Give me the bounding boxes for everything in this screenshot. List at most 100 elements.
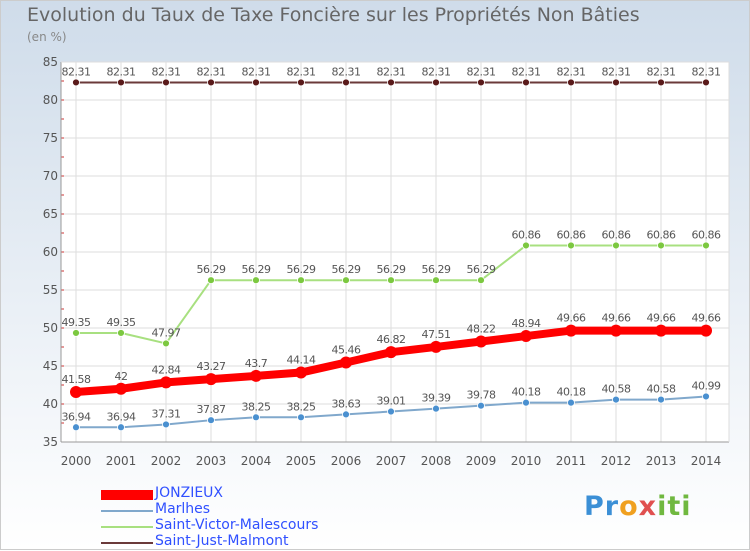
x-tick-label-2008: 2008 — [421, 454, 452, 468]
data-point-marlhes-2014 — [702, 392, 710, 401]
data-point-saint-just-malmont-2004 — [252, 78, 260, 87]
data-label-saint-victor-malescours-2001: 49.35 — [107, 316, 136, 329]
data-point-marlhes-2000 — [72, 423, 80, 432]
legend-swatch-jonzieux — [101, 490, 153, 500]
data-point-saint-victor-malescours-2014 — [702, 241, 710, 250]
data-label-marlhes-2000: 36.94 — [62, 410, 91, 423]
data-label-saint-just-malmont-2009: 82.31 — [467, 65, 496, 78]
data-label-marlhes-2005: 38.25 — [287, 400, 316, 413]
data-label-marlhes-2008: 39.39 — [422, 392, 451, 405]
data-label-saint-victor-malescours-2005: 56.29 — [287, 263, 316, 276]
data-label-saint-just-malmont-2001: 82.31 — [107, 65, 136, 78]
data-label-marlhes-2011: 40.18 — [557, 386, 586, 399]
data-point-saint-victor-malescours-2006 — [342, 276, 350, 285]
data-label-marlhes-2012: 40.58 — [602, 383, 631, 396]
data-point-jonzieux-2007 — [385, 346, 397, 359]
y-tick-label-40: 40 — [43, 397, 58, 411]
data-label-saint-victor-malescours-2012: 60.86 — [602, 228, 631, 241]
data-point-saint-victor-malescours-2004 — [252, 276, 260, 285]
data-point-marlhes-2002 — [162, 420, 170, 429]
data-point-saint-just-malmont-2010 — [522, 78, 530, 87]
data-label-saint-just-malmont-2003: 82.31 — [197, 65, 226, 78]
data-label-saint-victor-malescours-2011: 60.86 — [557, 228, 586, 241]
data-point-jonzieux-2012 — [610, 324, 622, 337]
x-tick-label-2005: 2005 — [286, 454, 317, 468]
data-label-saint-just-malmont-2005: 82.31 — [287, 65, 316, 78]
data-point-saint-just-malmont-2001 — [117, 78, 125, 87]
data-label-saint-just-malmont-2011: 82.31 — [557, 65, 586, 78]
data-point-saint-victor-malescours-2013 — [657, 241, 665, 250]
y-tick-label-50: 50 — [43, 321, 58, 335]
logo-part-1: Pr — [584, 491, 620, 522]
data-point-saint-victor-malescours-2003 — [207, 276, 215, 285]
data-point-jonzieux-2000 — [70, 385, 82, 398]
data-point-marlhes-2008 — [432, 404, 440, 413]
data-point-saint-victor-malescours-2010 — [522, 241, 530, 250]
data-point-marlhes-2009 — [477, 401, 485, 410]
data-label-jonzieux-2007: 46.82 — [377, 333, 406, 346]
data-label-saint-just-malmont-2002: 82.31 — [152, 65, 181, 78]
legend-swatch-saint-just-malmont — [101, 542, 153, 544]
data-point-marlhes-2003 — [207, 416, 215, 425]
y-tick-label-85: 85 — [43, 55, 58, 69]
data-label-marlhes-2003: 37.87 — [197, 403, 226, 416]
y-tick-label-45: 45 — [43, 359, 58, 373]
data-point-saint-just-malmont-2014 — [702, 78, 710, 87]
y-tick-label-80: 80 — [43, 93, 58, 107]
x-tick-label-2013: 2013 — [646, 454, 677, 468]
data-label-marlhes-2009: 39.78 — [467, 389, 496, 402]
data-point-jonzieux-2010 — [520, 330, 532, 343]
legend-swatch-marlhes — [101, 510, 153, 512]
data-point-saint-just-malmont-2008 — [432, 78, 440, 87]
data-label-marlhes-2013: 40.58 — [647, 383, 676, 396]
data-label-marlhes-2004: 38.25 — [242, 400, 271, 413]
x-tick-label-2011: 2011 — [556, 454, 587, 468]
data-label-saint-just-malmont-2000: 82.31 — [62, 65, 91, 78]
data-label-saint-victor-malescours-2007: 56.29 — [377, 263, 406, 276]
data-label-jonzieux-2014: 49.66 — [692, 312, 721, 325]
y-tick-label-60: 60 — [43, 245, 58, 259]
x-tick-label-2001: 2001 — [106, 454, 137, 468]
data-point-saint-just-malmont-2000 — [72, 78, 80, 87]
x-tick-label-2003: 2003 — [196, 454, 227, 468]
data-point-saint-victor-malescours-2012 — [612, 241, 620, 250]
data-label-jonzieux-2005: 44.14 — [287, 354, 316, 367]
data-label-saint-just-malmont-2012: 82.31 — [602, 65, 631, 78]
data-point-saint-victor-malescours-2011 — [567, 241, 575, 250]
data-label-saint-just-malmont-2007: 82.31 — [377, 65, 406, 78]
data-point-marlhes-2010 — [522, 398, 530, 407]
data-point-saint-just-malmont-2009 — [477, 78, 485, 87]
data-label-saint-victor-malescours-2010: 60.86 — [512, 228, 541, 241]
data-label-marlhes-2006: 38.63 — [332, 397, 361, 410]
logo-part-2: o — [619, 491, 639, 522]
data-label-saint-victor-malescours-2014: 60.86 — [692, 228, 721, 241]
y-tick-label-70: 70 — [43, 169, 58, 183]
data-point-saint-just-malmont-2006 — [342, 78, 350, 87]
data-label-marlhes-2014: 40.99 — [692, 379, 721, 392]
data-point-jonzieux-2011 — [565, 324, 577, 337]
data-label-saint-just-malmont-2004: 82.31 — [242, 65, 271, 78]
data-label-saint-victor-malescours-2003: 56.29 — [197, 263, 226, 276]
data-label-jonzieux-2013: 49.66 — [647, 312, 676, 325]
data-point-saint-victor-malescours-2007 — [387, 276, 395, 285]
data-label-saint-victor-malescours-2000: 49.35 — [62, 316, 91, 329]
data-point-jonzieux-2005 — [295, 366, 307, 379]
data-label-jonzieux-2003: 43.27 — [197, 360, 226, 373]
data-point-saint-victor-malescours-2001 — [117, 329, 125, 337]
data-label-jonzieux-2008: 47.51 — [422, 328, 451, 341]
data-label-saint-victor-malescours-2002: 47.97 — [152, 326, 181, 339]
data-point-saint-just-malmont-2005 — [297, 78, 305, 87]
data-point-jonzieux-2004 — [250, 369, 262, 382]
data-label-marlhes-2010: 40.18 — [512, 386, 541, 399]
data-label-saint-victor-malescours-2004: 56.29 — [242, 263, 271, 276]
data-label-jonzieux-2012: 49.66 — [602, 312, 631, 325]
x-tick-label-2012: 2012 — [601, 454, 632, 468]
data-point-jonzieux-2006 — [340, 356, 352, 369]
legend-label-marlhes: Marlhes — [155, 501, 211, 517]
data-label-jonzieux-2010: 48.94 — [512, 317, 541, 330]
data-point-saint-victor-malescours-2002 — [162, 339, 170, 348]
data-point-saint-victor-malescours-2005 — [297, 276, 305, 285]
data-label-jonzieux-2004: 43.7 — [245, 357, 268, 370]
data-label-jonzieux-2001: 42 — [115, 370, 128, 383]
